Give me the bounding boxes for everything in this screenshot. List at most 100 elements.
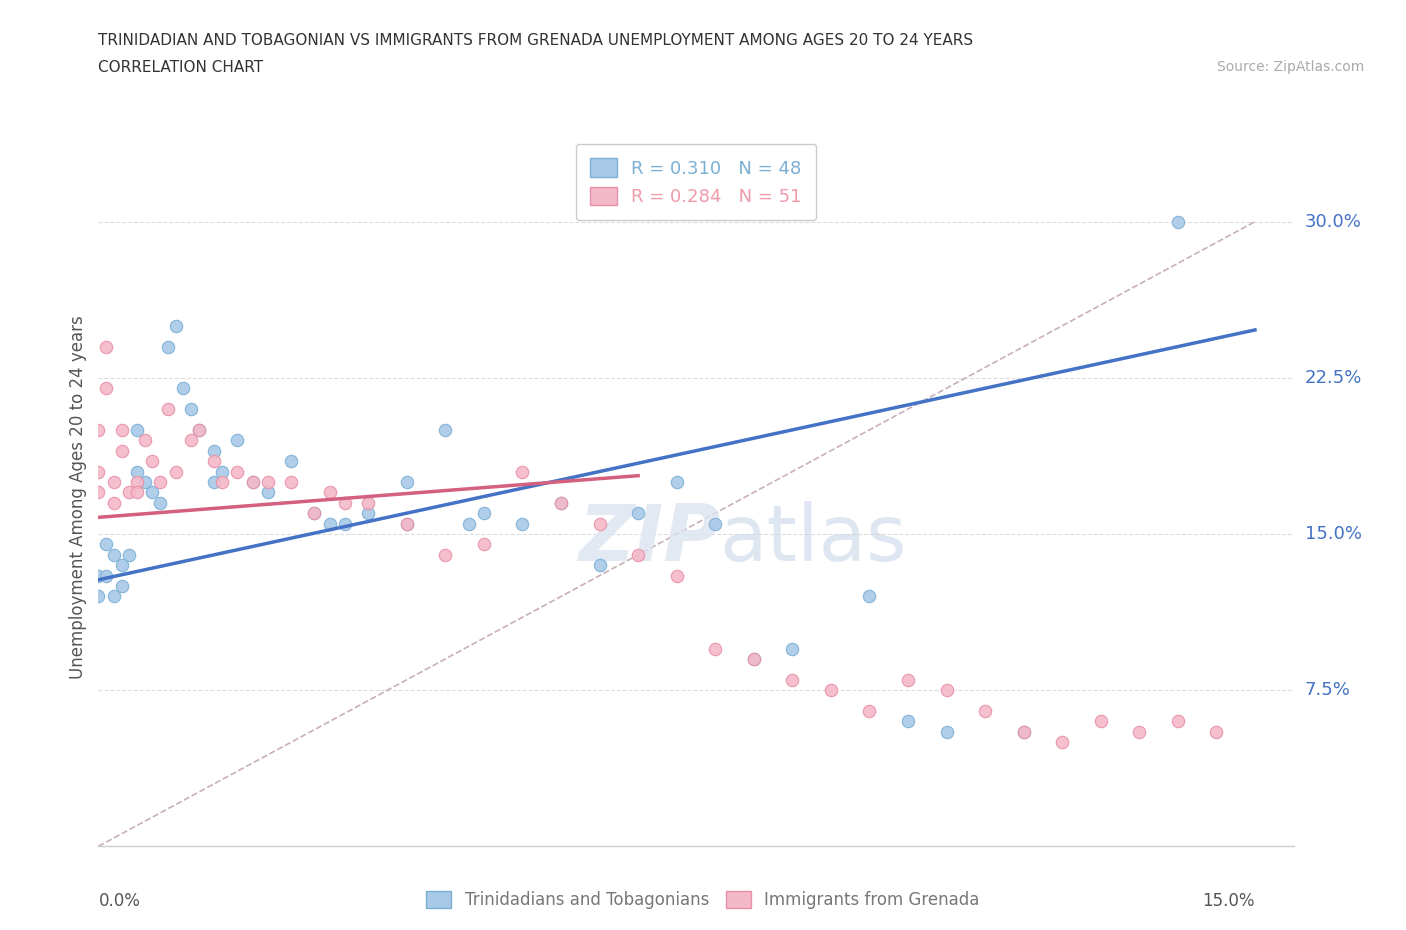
Point <box>134 432 156 447</box>
Point <box>257 474 280 489</box>
Point <box>319 485 342 499</box>
Point <box>103 548 125 563</box>
Point <box>588 516 610 531</box>
Y-axis label: Unemployment Among Ages 20 to 24 years: Unemployment Among Ages 20 to 24 years <box>69 315 87 680</box>
Legend: R = 0.310   N = 48, R = 0.284   N = 51: R = 0.310 N = 48, R = 0.284 N = 51 <box>575 144 817 220</box>
Point <box>242 474 264 489</box>
Point <box>1012 724 1035 739</box>
Point <box>94 537 117 551</box>
Point <box>226 464 249 479</box>
Text: 15.0%: 15.0% <box>1305 525 1361 543</box>
Point <box>257 485 280 499</box>
Point <box>897 672 920 687</box>
Point <box>156 402 179 417</box>
Point <box>87 464 110 479</box>
Point <box>1205 724 1227 739</box>
Text: 15.0%: 15.0% <box>1202 892 1256 910</box>
Point <box>1128 724 1150 739</box>
Point <box>202 474 225 489</box>
Point <box>103 474 125 489</box>
Point <box>125 485 148 499</box>
Point <box>512 464 534 479</box>
Point <box>457 516 479 531</box>
Point <box>110 422 132 437</box>
Point <box>627 506 650 521</box>
Point <box>165 464 187 479</box>
Point <box>202 444 225 458</box>
Point <box>935 683 957 698</box>
Point <box>141 454 163 469</box>
Point <box>149 474 172 489</box>
Point <box>333 496 356 511</box>
Point <box>472 506 495 521</box>
Point <box>782 672 804 687</box>
Point <box>87 568 110 583</box>
Point <box>395 474 418 489</box>
Point <box>742 652 765 667</box>
Point <box>333 516 356 531</box>
Point <box>87 422 110 437</box>
Point <box>165 318 187 333</box>
Point <box>280 474 302 489</box>
Text: 7.5%: 7.5% <box>1305 681 1351 699</box>
Text: Source: ZipAtlas.com: Source: ZipAtlas.com <box>1216 60 1364 74</box>
Point <box>395 516 418 531</box>
Point <box>202 454 225 469</box>
Point <box>1167 214 1189 229</box>
Text: ZIP: ZIP <box>578 501 720 578</box>
Point <box>858 703 880 718</box>
Text: CORRELATION CHART: CORRELATION CHART <box>98 60 263 75</box>
Point <box>280 454 302 469</box>
Text: 0.0%: 0.0% <box>98 892 141 910</box>
Point <box>118 485 141 499</box>
Point <box>357 496 380 511</box>
Point <box>627 548 650 563</box>
Point <box>704 641 727 656</box>
Point <box>103 496 125 511</box>
Text: 22.5%: 22.5% <box>1305 369 1362 387</box>
Point <box>103 589 125 604</box>
Point <box>304 506 326 521</box>
Point <box>550 496 572 511</box>
Point <box>665 474 688 489</box>
Point <box>125 474 148 489</box>
Point <box>125 464 148 479</box>
Point <box>87 589 110 604</box>
Point <box>242 474 264 489</box>
Point <box>211 464 233 479</box>
Point <box>141 485 163 499</box>
Point <box>1012 724 1035 739</box>
Point <box>94 380 117 395</box>
Point <box>974 703 997 718</box>
Point <box>94 568 117 583</box>
Point <box>820 683 842 698</box>
Point <box>782 641 804 656</box>
Point <box>156 339 179 354</box>
Point <box>118 548 141 563</box>
Text: atlas: atlas <box>720 501 907 578</box>
Point <box>1167 714 1189 729</box>
Point <box>858 589 880 604</box>
Point <box>149 496 172 511</box>
Point <box>87 485 110 499</box>
Point <box>357 506 380 521</box>
Point <box>187 422 209 437</box>
Point <box>319 516 342 531</box>
Point <box>180 432 202 447</box>
Point <box>434 548 457 563</box>
Point <box>180 402 202 417</box>
Point <box>1050 735 1073 750</box>
Point <box>550 496 572 511</box>
Point <box>588 558 610 573</box>
Point <box>110 578 132 593</box>
Point <box>134 474 156 489</box>
Point <box>1090 714 1112 729</box>
Point <box>395 516 418 531</box>
Point <box>434 422 457 437</box>
Point <box>742 652 765 667</box>
Point <box>94 339 117 354</box>
Point <box>172 380 194 395</box>
Point <box>472 537 495 551</box>
Point <box>211 474 233 489</box>
Point <box>512 516 534 531</box>
